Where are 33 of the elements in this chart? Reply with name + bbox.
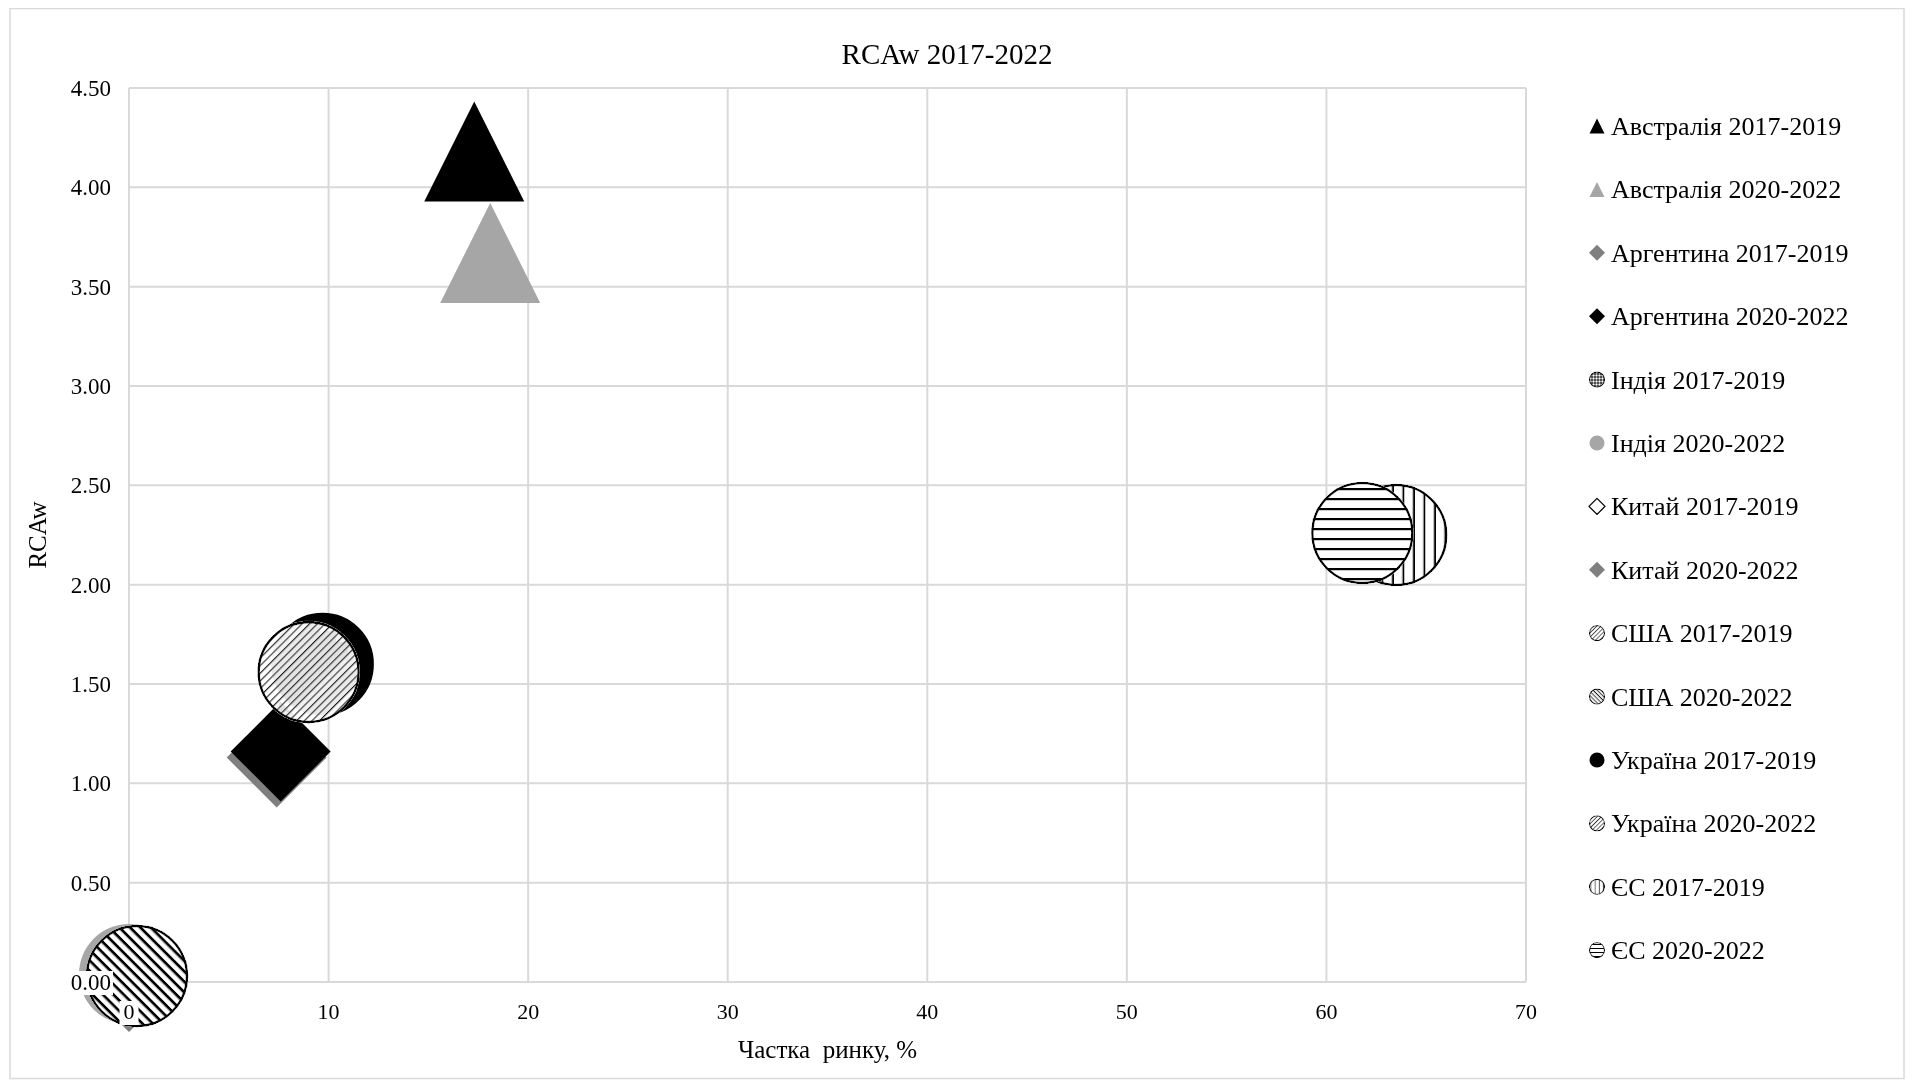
y-tick-label: 0.50: [70, 870, 111, 896]
legend-label: Індія 2020-2022: [1611, 429, 1786, 458]
y-tick-label: 2.00: [70, 572, 111, 598]
legend-label: Австралія 2020-2022: [1611, 175, 1842, 205]
legend-label: Україна 2017-2019: [1611, 746, 1817, 775]
x-tick-label: 50: [1115, 999, 1138, 1024]
x-tick-label: 10: [317, 999, 340, 1024]
legend-label: Китай 2017-2019: [1611, 492, 1799, 522]
y-tick-label: 1.50: [70, 672, 111, 697]
x-tick-label: 70: [1515, 999, 1537, 1024]
x-tick-label: 30: [716, 999, 739, 1024]
x-tick-label: 20: [517, 999, 540, 1024]
x-tick-label: 60: [1315, 999, 1338, 1024]
legend-label: ЄС 2020-2022: [1611, 936, 1765, 966]
y-tick-label: 2.50: [70, 473, 111, 499]
y-tick-label: 3.00: [70, 374, 111, 399]
legend-label: Австралія 2017-2019: [1611, 112, 1842, 141]
legend-label: Україна 2020-2022: [1611, 809, 1817, 839]
legend-label: Аргентина 2020-2022: [1611, 302, 1849, 332]
legend-label: Аргентина 2017-2019: [1611, 238, 1849, 268]
legend-label: США 2020-2022: [1611, 682, 1793, 712]
legend-label: Китай 2020-2022: [1611, 555, 1799, 585]
y-tick-label: 4.00: [70, 175, 111, 201]
legend-label: ЄС 2017-2019: [1611, 872, 1765, 902]
x-axis-title: Частка ринку, %: [737, 1036, 918, 1063]
y-axis-title: RCAw: [24, 501, 51, 569]
legend-label: Індія 2017-2019: [1611, 365, 1786, 395]
chart-title: RCAw 2017-2022: [841, 38, 1053, 70]
y-tick-label: 4.50: [70, 76, 111, 101]
legend-label: США 2017-2019: [1611, 619, 1793, 649]
y-tick-label: 3.50: [70, 274, 111, 300]
y-tick-label: 1.00: [70, 771, 111, 797]
x-tick-label: 40: [916, 999, 939, 1024]
